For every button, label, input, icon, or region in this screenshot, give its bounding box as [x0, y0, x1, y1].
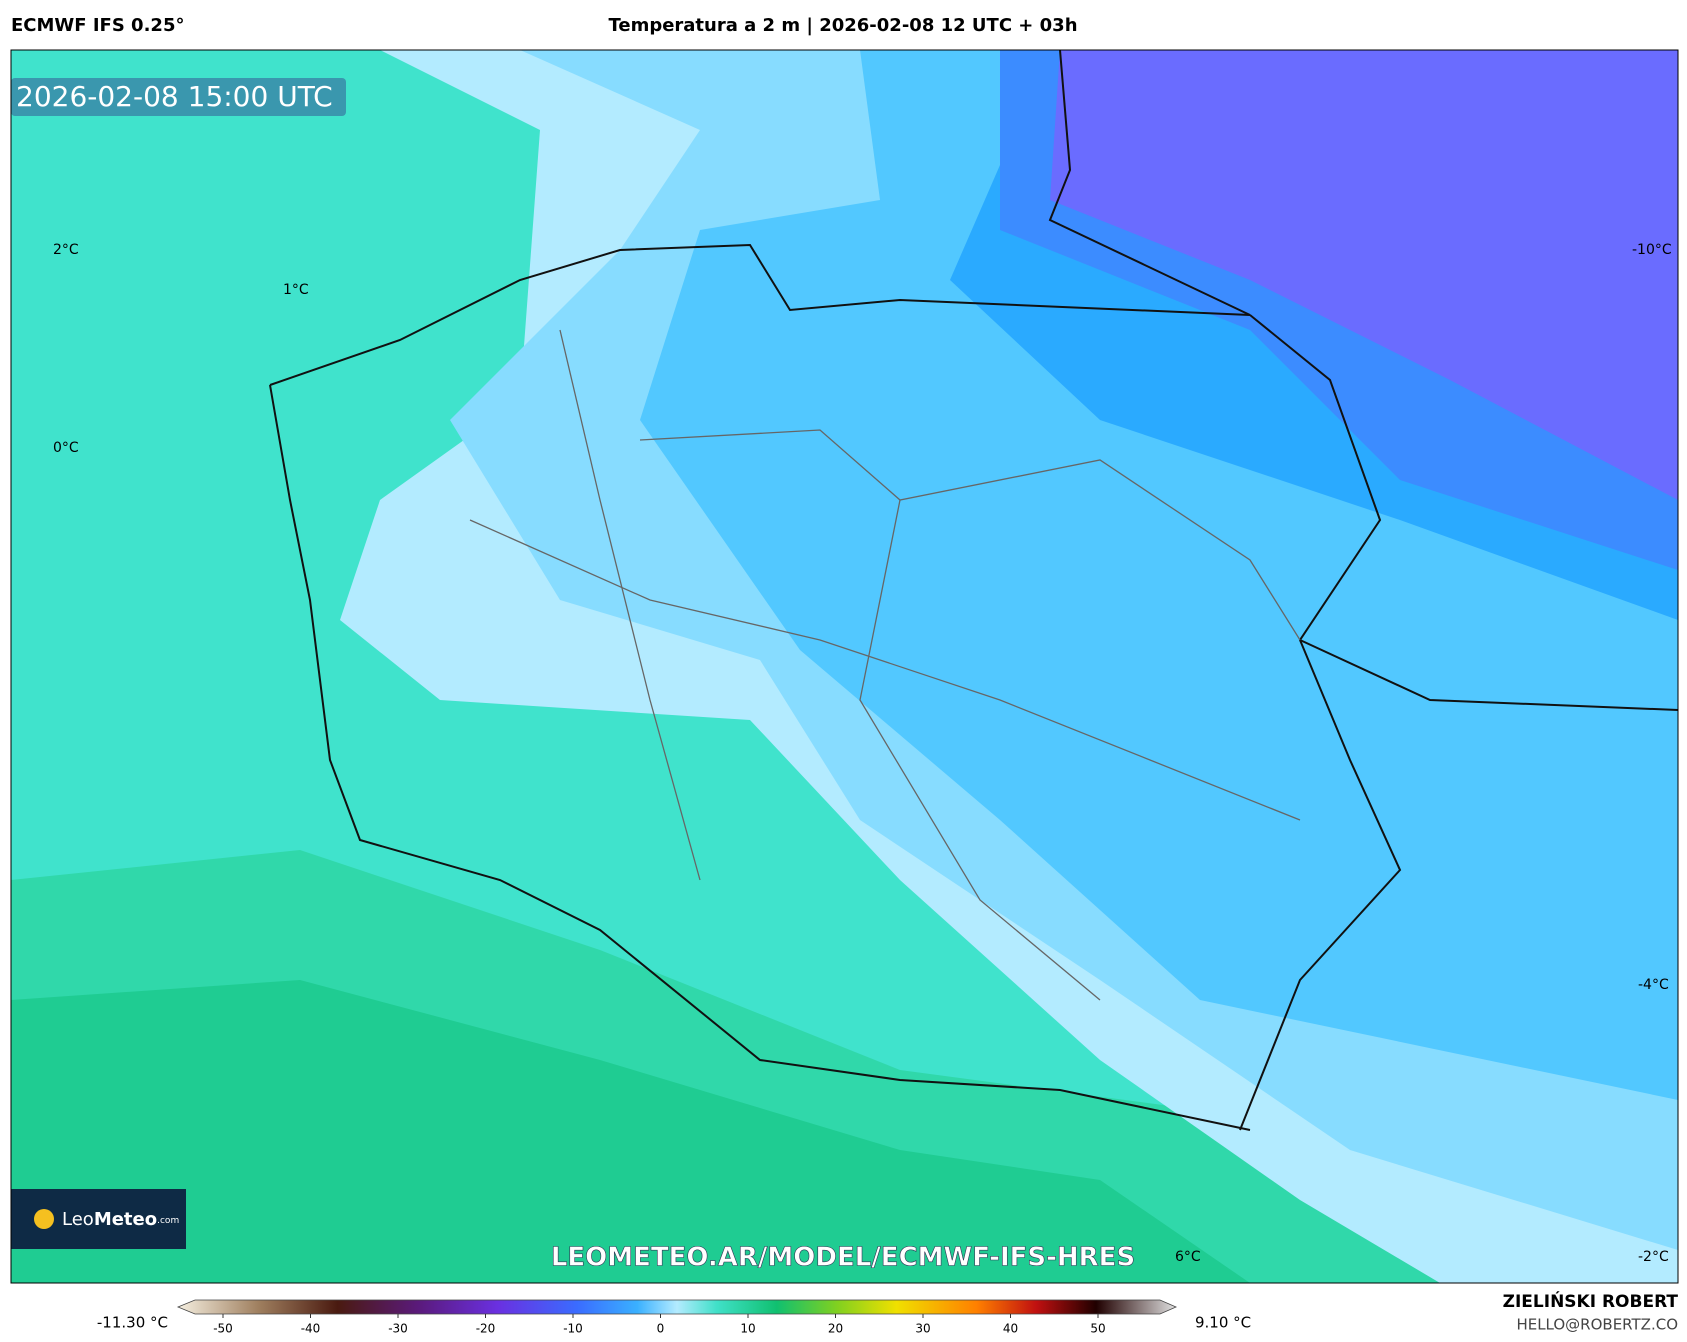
colorbar-tick-label: -30: [388, 1322, 408, 1336]
contour-label: 1°C: [283, 282, 309, 298]
region-border: [469, 519, 1301, 821]
border: [1239, 314, 1402, 1131]
colorbar-tick-label: -20: [476, 1322, 496, 1336]
temp-zone: [1050, 50, 1678, 500]
contour-label: 0°C: [53, 440, 79, 456]
contour-label: -2°C: [1638, 1249, 1669, 1265]
map: 2026-02-08 15:00 UTC 2°C 1°C 0°C -10°C -…: [11, 50, 1678, 1283]
colorbar-tick-label: 30: [915, 1322, 930, 1336]
colorbar-tick-label: -50: [213, 1322, 233, 1336]
border: [1299, 639, 1678, 711]
colorbar-tick-label: -40: [301, 1322, 321, 1336]
logo: LeoMeteo.com: [62, 1209, 179, 1230]
watermark: LEOMETEO.AR/MODEL/ECMWF-IFS-HRES: [551, 1243, 1135, 1273]
contour-label: 6°C: [1175, 1249, 1201, 1265]
author-name: ZIELIŃSKI ROBERT: [1503, 1290, 1679, 1312]
temp-zone: [11, 980, 1250, 1283]
colorbar-tick-label: 0: [657, 1322, 665, 1336]
map-frame: [10, 49, 1679, 1284]
author-email: HELLO@ROBERTZ.CO: [1516, 1316, 1678, 1334]
border: [1048, 50, 1251, 316]
timestamp-box: [11, 78, 346, 116]
colorbar-min: -11.30 °C: [97, 1314, 168, 1332]
contour-label: -4°C: [1638, 977, 1669, 993]
timestamp: 2026-02-08 15:00 UTC: [16, 80, 333, 113]
colorbar-tick-label: 50: [1090, 1322, 1105, 1336]
region-border: [559, 329, 701, 881]
region-border: [859, 499, 1101, 1001]
colorbar: [176, 1299, 1177, 1315]
region-border: [639, 429, 1301, 641]
contour-label: -10°C: [1632, 242, 1672, 258]
colorbar-tick-label: 20: [828, 1322, 843, 1336]
border: [269, 384, 1251, 1131]
contour-label: 2°C: [53, 242, 79, 258]
model-label: ECMWF IFS 0.25°: [11, 15, 184, 36]
coastline: [269, 243, 1251, 386]
colorbar-tick-label: -10: [563, 1322, 583, 1336]
colorbar-tick-label: 10: [740, 1322, 755, 1336]
logo-sun: [34, 1209, 54, 1229]
map-title: Temperatura a 2 m | 2026-02-08 12 UTC + …: [608, 15, 1077, 36]
colorbar-max: 9.10 °C: [1195, 1314, 1251, 1332]
colorbar-tick-label: 40: [1003, 1322, 1018, 1336]
